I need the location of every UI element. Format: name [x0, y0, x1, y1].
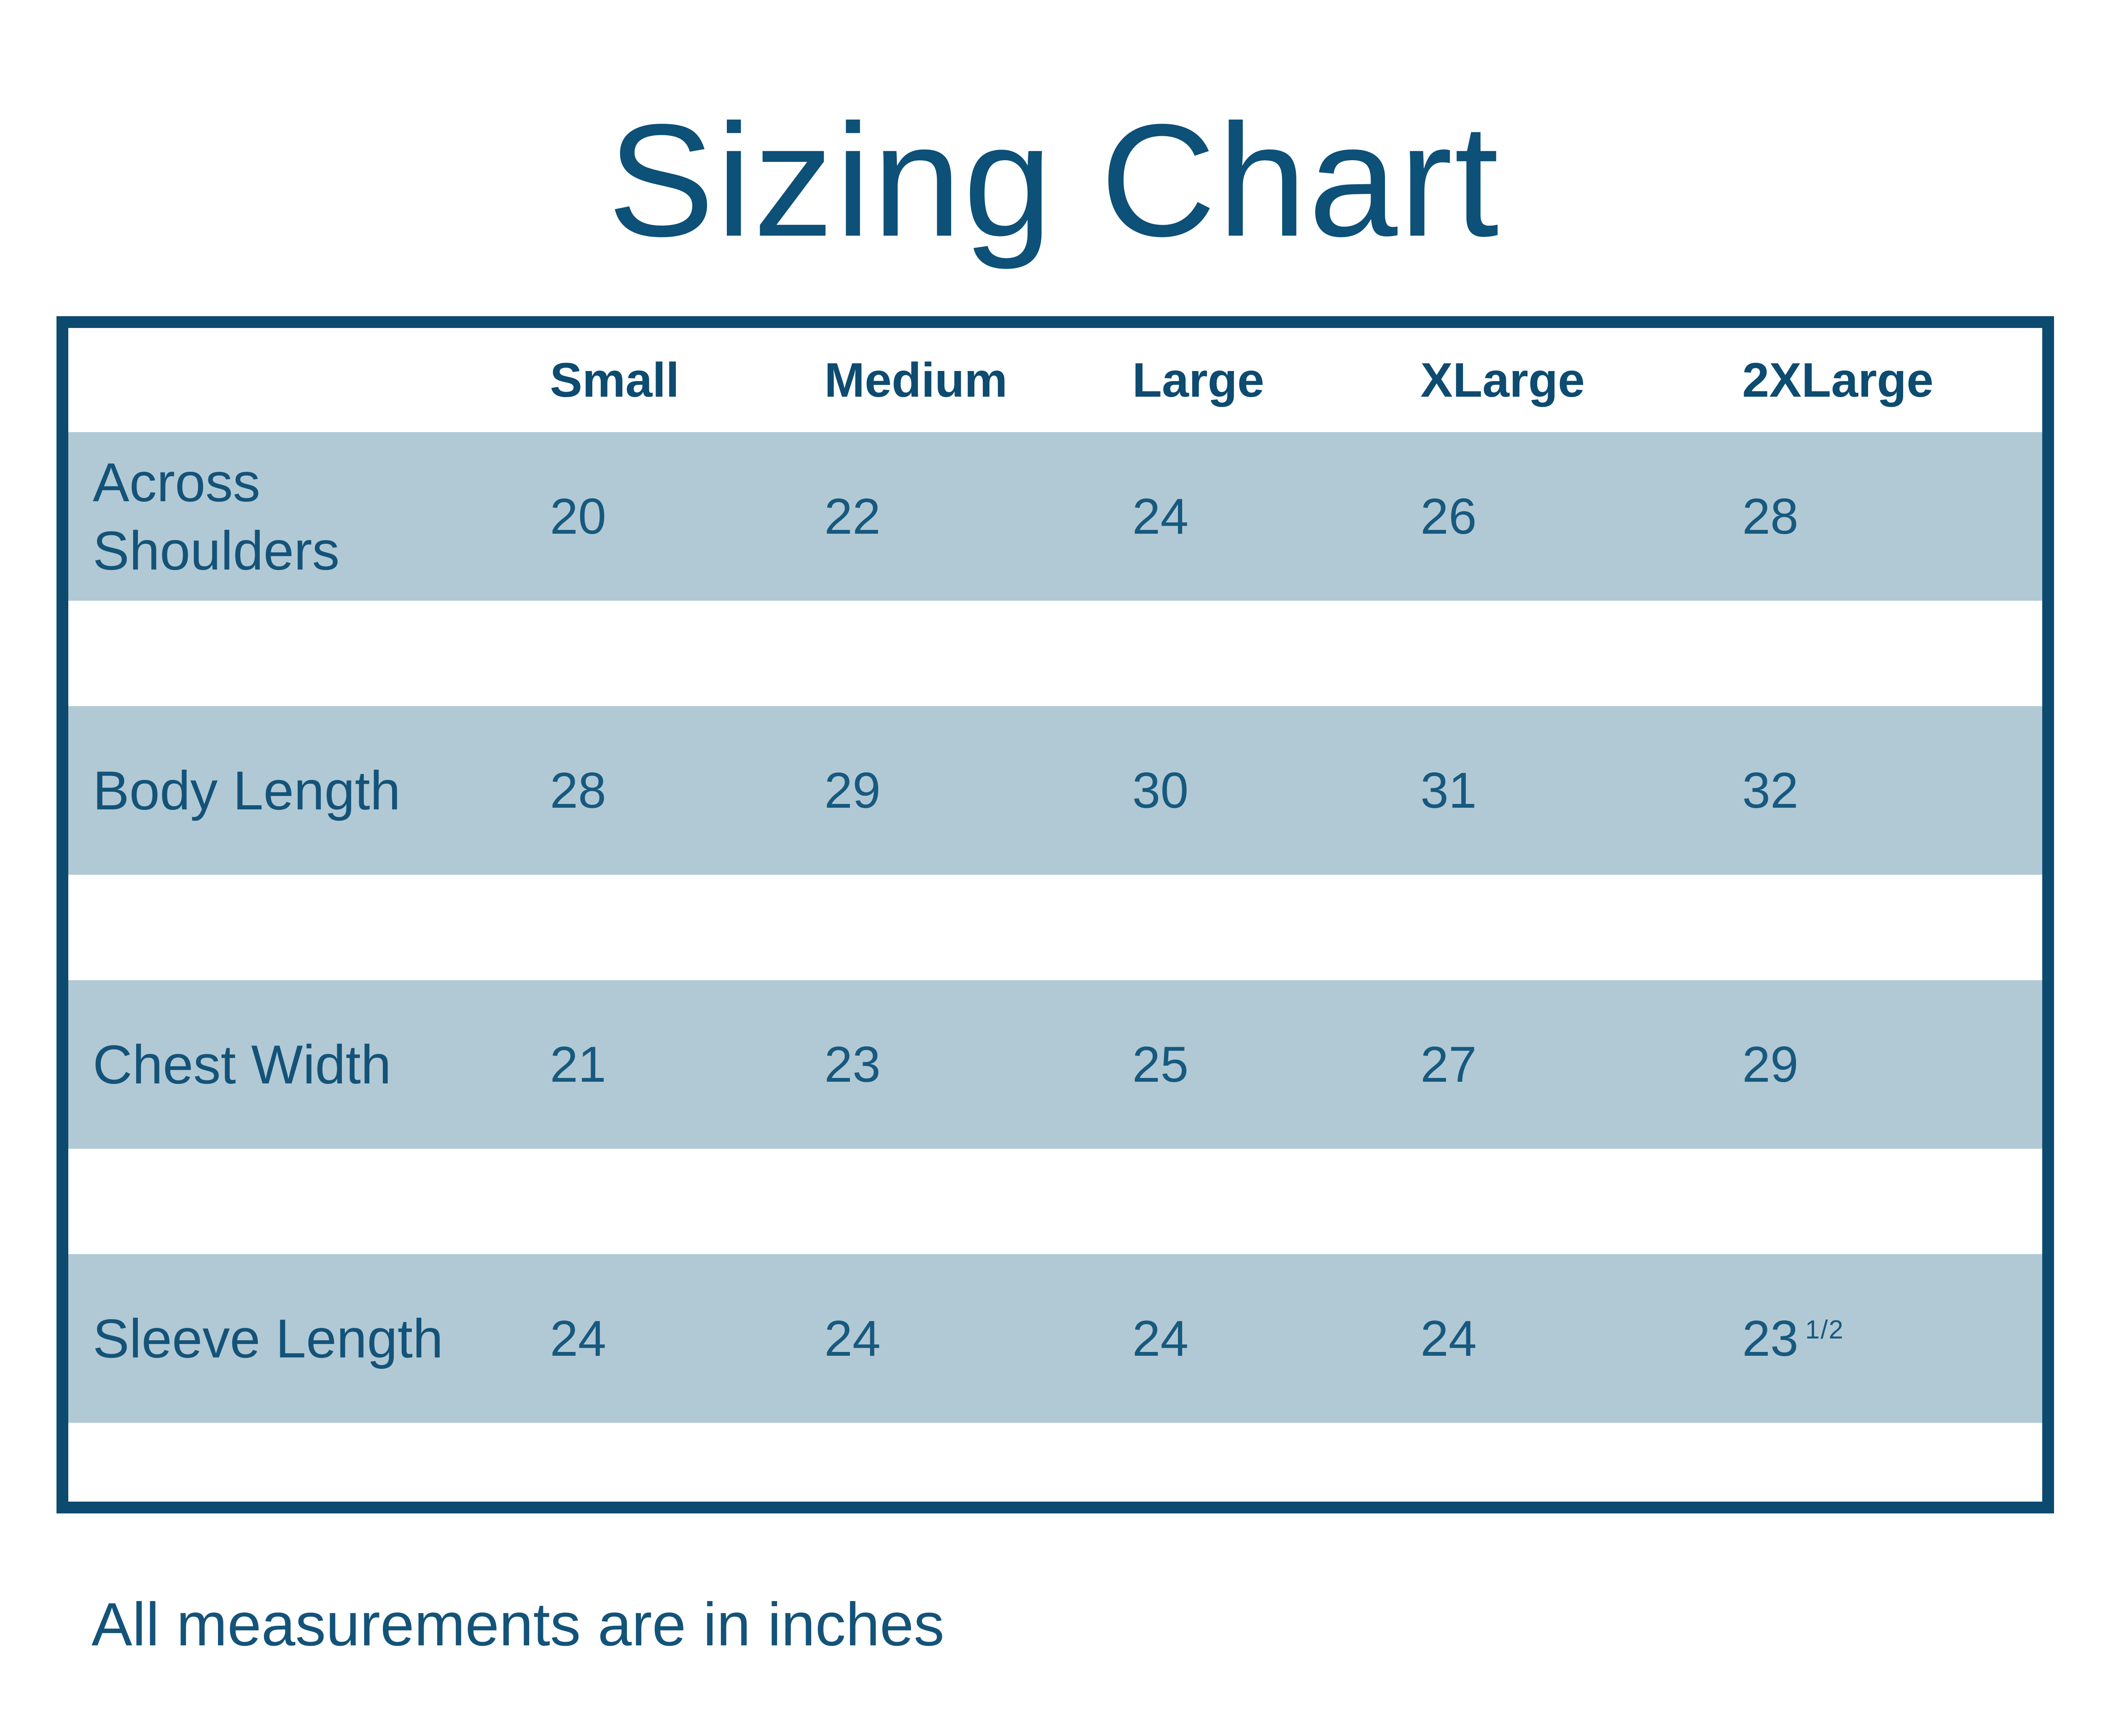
row-filler [68, 1423, 2042, 1502]
row-label-chest-width: Chest Width [93, 1033, 392, 1095]
row-label-sleeve-length: Sleeve Length [93, 1307, 444, 1369]
across-shoulders-large: 24 [1132, 488, 1189, 545]
table-row-across-shoulders: Across Shoulders 20 22 24 26 28 [68, 432, 2042, 601]
body-length-medium: 29 [824, 762, 881, 819]
column-header-large: Large [1132, 353, 1264, 407]
table-row-chest-width: Chest Width 21 23 25 27 29 [68, 980, 2042, 1149]
chest-width-large: 25 [1132, 1036, 1189, 1093]
column-header-xlarge: XLarge [1420, 353, 1585, 407]
page-title: Sizing Chart [608, 91, 1500, 270]
across-shoulders-2xlarge: 28 [1742, 488, 1799, 545]
table-row-sleeve-length: Sleeve Length 24 24 24 24 23 1/2 [68, 1254, 2042, 1423]
across-shoulders-small: 20 [550, 488, 606, 545]
body-length-xlarge: 31 [1420, 762, 1477, 819]
body-length-large: 30 [1132, 762, 1189, 819]
row-label-body-length: Body Length [93, 759, 401, 821]
sleeve-length-2xlarge-whole: 23 [1742, 1310, 1799, 1367]
body-length-2xlarge: 32 [1742, 762, 1799, 819]
column-header-medium: Medium [824, 353, 1008, 407]
body-length-small: 28 [550, 762, 606, 819]
row-gap [68, 1149, 2042, 1254]
across-shoulders-xlarge: 26 [1420, 488, 1477, 545]
across-shoulders-medium: 22 [824, 488, 881, 545]
column-header-small: Small [550, 353, 680, 407]
row-label-across-shoulders: Across Shoulders [93, 451, 340, 582]
sleeve-length-2xlarge: 23 1/2 [1742, 1309, 2042, 1368]
sleeve-length-2xlarge-fraction: 1/2 [1805, 1315, 1844, 1344]
sleeve-length-large: 24 [1132, 1310, 1189, 1367]
table-header-row: Small Medium Large XLarge 2XLarge [68, 328, 2042, 432]
chest-width-2xlarge: 29 [1742, 1036, 1799, 1093]
chest-width-small: 21 [550, 1036, 606, 1093]
row-gap [68, 875, 2042, 980]
sizing-table: Small Medium Large XLarge 2XLarge Across… [56, 316, 2054, 1513]
sleeve-length-small: 24 [550, 1310, 606, 1367]
row-gap [68, 601, 2042, 706]
chest-width-medium: 23 [824, 1036, 881, 1093]
footer-note: All measurements are in inches [91, 1590, 944, 1658]
sleeve-length-medium: 24 [824, 1310, 881, 1367]
table-row-body-length: Body Length 28 29 30 31 32 [68, 706, 2042, 875]
column-header-2xlarge: 2XLarge [1742, 353, 1934, 407]
chest-width-xlarge: 27 [1420, 1036, 1477, 1093]
sleeve-length-xlarge: 24 [1420, 1310, 1477, 1367]
